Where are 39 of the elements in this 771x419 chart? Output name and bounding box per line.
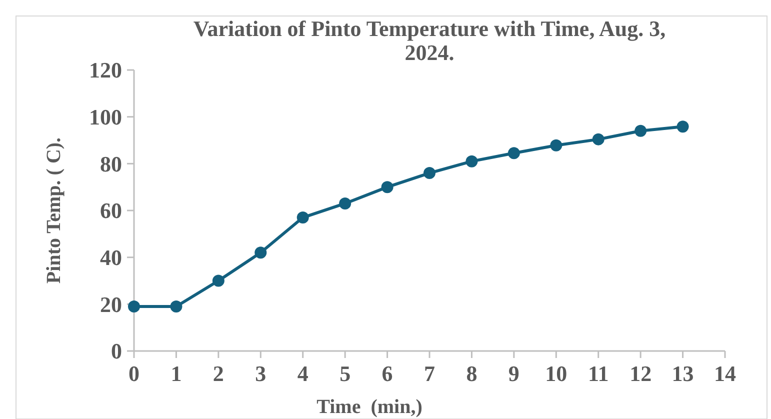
y-tick-label: 80 [100,151,122,176]
y-tick-label: 60 [100,198,122,224]
x-tick-label: 12 [630,361,652,386]
point [128,300,140,313]
y-tick-label: 100 [89,104,122,130]
x-axis-title: Time (min,) [316,396,422,418]
point [550,139,562,152]
x-tick-label: 6 [382,361,393,386]
x-tick-label: 13 [672,361,694,386]
x-tick-label: 0 [128,361,140,386]
x-tick-label: 9 [508,361,520,386]
point [296,212,309,224]
x-tick-label: 2 [212,361,224,386]
point [212,274,224,287]
point [339,197,352,210]
y-tick-label: 20 [100,292,122,317]
point [592,133,604,146]
x-tick-label: 5 [340,361,351,386]
chart-title: Variation of Pinto Temperature with Time, Aug. 3, 2024. [193,16,666,65]
y-tick-label: 40 [100,245,122,270]
x-tick-label: 3 [255,361,266,386]
x-tick-label: 7 [424,361,435,386]
y-axis-title: Pinto Temp. ( C). [43,137,65,284]
point [381,181,394,194]
y-tick-label: 0 [111,338,122,364]
point [424,167,436,180]
point [170,300,182,313]
x-tick-label: 8 [466,361,478,386]
x-tick-label: 11 [588,361,609,386]
point [676,120,689,133]
x-tick-label: 4 [297,361,308,386]
x-tick-label: 1 [170,361,182,386]
point [254,246,267,259]
x-tick-label: 10 [545,361,568,386]
x-tick-label: 14 [714,361,736,386]
point [466,155,478,168]
y-tick-label: 120 [89,58,122,83]
point [634,124,647,137]
point [508,147,520,160]
